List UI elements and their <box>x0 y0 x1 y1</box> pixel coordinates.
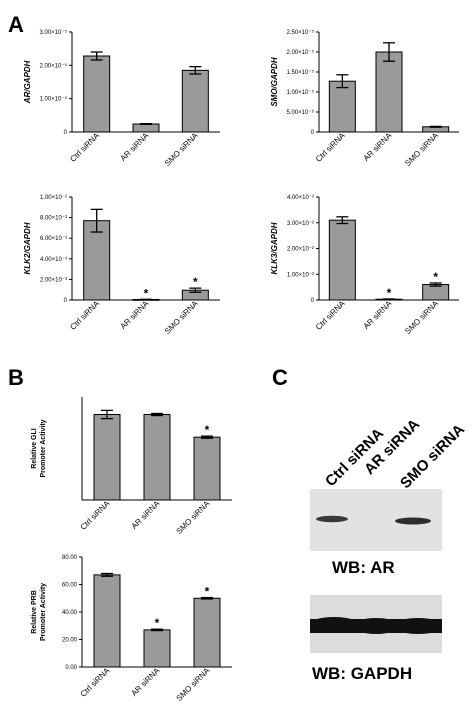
blot-gapdh-image <box>310 595 442 653</box>
significance-marker: * <box>144 286 149 300</box>
chart-gli-promoter: Relative GLI Promoter Activity Ctrl siRNA A… <box>31 397 232 536</box>
blot-gapdh-label: WB: GAPDH <box>312 664 413 683</box>
bar <box>143 629 171 668</box>
y-axis-label: AR/GAPDH <box>23 60 32 104</box>
y-axis-label-line: Relative GLI <box>31 428 38 469</box>
y-axis-label-line: KLK2/GAPDH <box>23 222 32 274</box>
y-tick-label: 2.50×10⁻⁵ <box>286 29 314 36</box>
blot-ar-bands <box>316 515 431 525</box>
bar <box>328 80 356 133</box>
y-tick-label: 4.00×10⁻³ <box>40 257 67 263</box>
bar <box>93 574 121 668</box>
y-tick-label: 1.00×10⁻⁵ <box>39 96 67 103</box>
y-tick-label: 1.00×10⁻² <box>40 195 67 201</box>
x-tick-label: AR siRNA <box>119 131 151 163</box>
y-tick-label: 0.00 <box>65 665 77 671</box>
y-axis-label-line: SMO/GAPDH <box>270 57 279 107</box>
y-tick-label: 2.00×10⁻² <box>287 247 314 253</box>
x-tick-label: SMO siRNA <box>403 299 440 336</box>
y-axis-label-line: KLK3/GAPDH <box>270 222 279 274</box>
x-tick-label: Ctrl siRNA <box>79 499 112 532</box>
bar <box>193 436 221 501</box>
x-tick-label: AR siRNA <box>362 299 394 331</box>
x-tick-label: SMO siRNA <box>175 499 212 536</box>
x-tick-label: AR siRNA <box>130 666 162 698</box>
significance-marker: * <box>205 423 210 437</box>
x-tick-label: Ctrl siRNA <box>68 131 101 164</box>
y-tick-label: 2.00×10⁻⁵ <box>39 62 67 69</box>
y-tick-label: 0 <box>311 298 315 304</box>
band-ar-lane-ctrl <box>316 515 348 523</box>
bar <box>375 51 403 133</box>
y-tick-label: 0 <box>311 130 315 136</box>
y-axis-label-line: AR/GAPDH <box>23 60 32 104</box>
y-axis-label: Relative PRB Promoter Activity <box>31 583 47 641</box>
blot-ar-label: WB: AR <box>332 558 395 577</box>
y-tick-label: 8.00×10⁻³ <box>40 216 67 222</box>
y-tick-label: 2.00×10⁻⁵ <box>286 49 314 56</box>
y-tick-label: 1.00×10⁻² <box>287 272 314 278</box>
bar <box>422 284 450 301</box>
y-tick-label: 0 <box>64 298 68 304</box>
x-tick-label: AR siRNA <box>130 499 162 531</box>
bar <box>328 219 356 301</box>
bar <box>132 123 160 133</box>
blot-gapdh-bands <box>310 595 442 653</box>
y-tick-label: 2.00×10⁻³ <box>40 277 67 283</box>
significance-marker: * <box>193 275 198 289</box>
y-axis-label: KLK2/GAPDH <box>23 222 32 274</box>
x-tick-label: SMO siRNA <box>175 666 212 703</box>
x-tick-label: AR siRNA <box>362 131 394 163</box>
significance-marker: * <box>433 270 438 284</box>
x-tick-label: SMO siRNA <box>163 299 200 336</box>
y-tick-label: 80.00 <box>62 555 78 561</box>
y-axis-label: SMO/GAPDH <box>270 57 279 107</box>
x-tick-label: Ctrl siRNA <box>314 299 347 332</box>
blot-ar-image <box>310 489 442 551</box>
y-tick-label: 5.00×10⁻⁶ <box>287 109 315 116</box>
bar <box>93 414 121 501</box>
bar <box>83 55 111 133</box>
bar <box>193 597 221 668</box>
panel-label-a: A <box>8 12 24 37</box>
y-tick-label: 1.50×10⁻⁵ <box>286 69 314 76</box>
chart-prb-promoter: 0.00 20.00 40.00 60.00 80.00 Relative PRB Prom… <box>31 555 232 703</box>
chart-klk3-gapdh: 0 1.00×10⁻² 2.00×10⁻² 3.00×10⁻² 4.00×10⁻² KLK… <box>270 195 459 336</box>
significance-marker: * <box>155 616 160 630</box>
y-tick-label: 40.00 <box>62 610 78 616</box>
y-tick-label: 0 <box>64 130 68 136</box>
band-ar-lane-smo <box>395 517 431 525</box>
y-axis-label: KLK3/GAPDH <box>270 222 279 274</box>
chart-smo-gapdh: 0 5.00×10⁻⁶ 1.00×10⁻⁵ 1.50×10⁻⁵ 2.00×10⁻⁵ 2.5… <box>270 29 459 168</box>
y-tick-label: 3.00×10⁻⁵ <box>39 29 67 36</box>
chart-klk2-gapdh: 0 2.00×10⁻³ 4.00×10⁻³ 6.00×10⁻³ 8.00×10⁻³ 1.0… <box>23 195 220 336</box>
y-axis-label-line: Promoter Activity <box>40 419 47 477</box>
x-tick-label: SMO siRNA <box>403 131 440 168</box>
y-axis-label-line: Relative PRB <box>31 590 38 634</box>
significance-marker: * <box>205 585 210 599</box>
y-tick-label: 60.00 <box>62 583 78 589</box>
y-tick-label: 3.00×10⁻² <box>287 221 314 227</box>
chart-ar-gapdh: 0 1.00×10⁻⁵ 2.00×10⁻⁵ 3.00×10⁻⁵ AR/GAPDH Ctrl… <box>23 29 220 168</box>
panel-label-c: C <box>272 365 288 390</box>
x-tick-label: Ctrl siRNA <box>68 299 101 332</box>
x-tick-label: AR siRNA <box>119 299 151 331</box>
y-tick-label: 6.00×10⁻³ <box>40 236 67 242</box>
bar <box>143 414 171 501</box>
bar <box>83 220 111 301</box>
x-tick-label: SMO siRNA <box>163 131 200 168</box>
panel-label-b: B <box>8 365 24 390</box>
significance-marker: * <box>387 286 392 300</box>
x-tick-label: Ctrl siRNA <box>79 666 112 699</box>
y-tick-label: 20.00 <box>62 638 78 644</box>
y-tick-label: 1.00×10⁻⁵ <box>286 89 314 96</box>
y-tick-label: 4.00×10⁻² <box>287 195 314 201</box>
y-axis-label-line: Promoter Activity <box>40 583 47 641</box>
y-axis-label: Relative GLI Promoter Activity <box>31 419 47 477</box>
bar <box>181 69 209 133</box>
x-tick-label: Ctrl siRNA <box>314 131 347 164</box>
